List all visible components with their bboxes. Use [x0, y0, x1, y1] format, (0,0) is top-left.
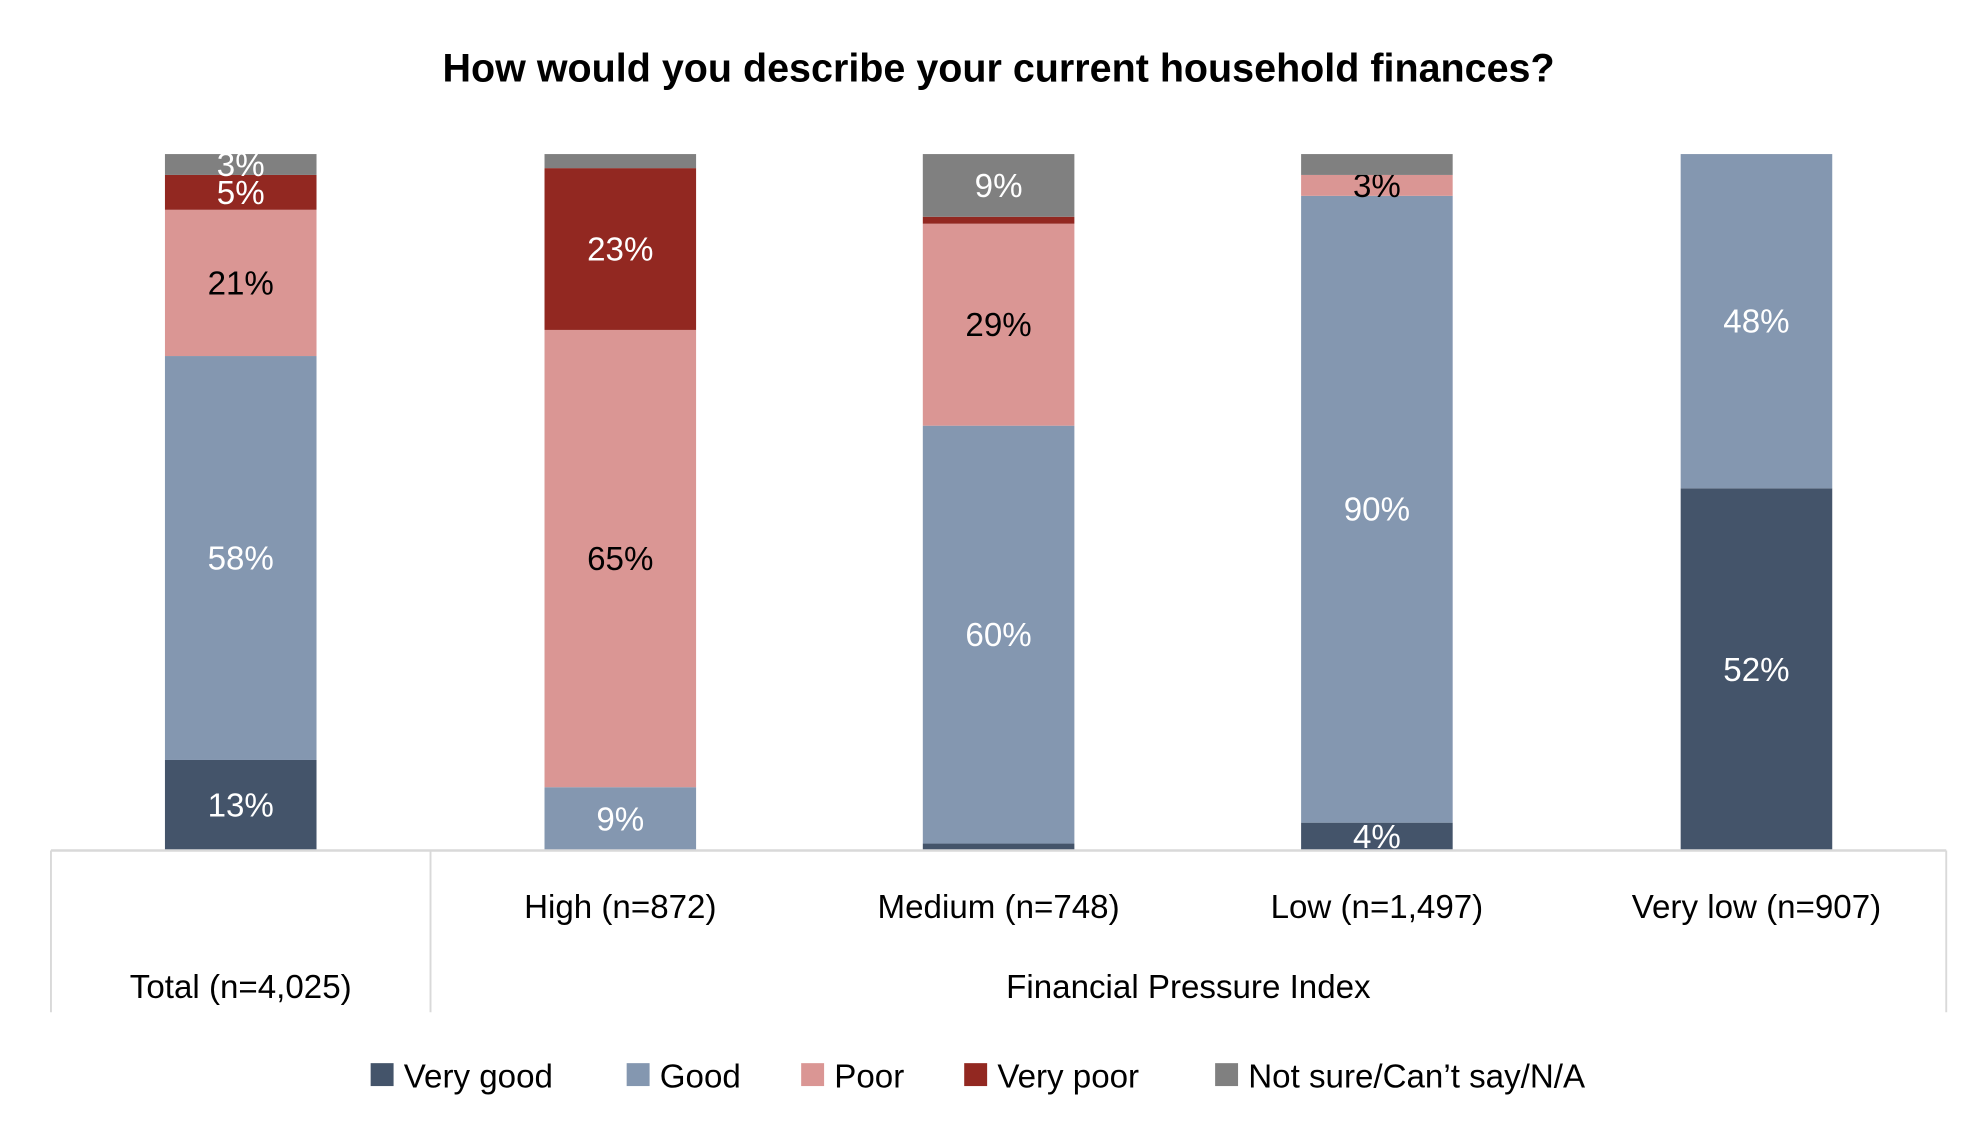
- data-label: 29%: [965, 307, 1031, 344]
- bar-segment-poor-1: [544, 329, 697, 788]
- bar-segment-very-good-0: [164, 759, 317, 851]
- data-label: 65%: [587, 541, 653, 578]
- bar-segment-good-1: [544, 787, 697, 851]
- data-label: 3%: [217, 147, 265, 184]
- legend-swatch: [626, 1063, 650, 1087]
- bar-segment-very-poor-0: [164, 174, 317, 210]
- bar-segment-very-good-3: [1301, 822, 1453, 851]
- data-label: 58%: [208, 540, 274, 577]
- bar-segment-very-good-4: [1680, 488, 1833, 851]
- data-label: 5%: [217, 175, 265, 212]
- bar-segment-good-2: [922, 425, 1075, 844]
- data-label: 48%: [1723, 304, 1789, 341]
- bar-segment-very-poor-2: [922, 216, 1075, 224]
- legend: Very good Good Poor Very poor Not sure/Can’t…: [370, 1058, 1586, 1095]
- category-axis: Total (n=4,025) High (n=872) Medium (n=7…: [49, 849, 1948, 1013]
- legend-label: Very good: [404, 1058, 553, 1095]
- bar-segment-very-good-2: [922, 843, 1075, 851]
- data-label: 23%: [587, 231, 653, 268]
- tick-label-total: Total (n=4,025): [130, 969, 352, 1006]
- legend-swatch: [964, 1063, 988, 1087]
- legend-label: Good: [660, 1058, 741, 1095]
- legend-swatch: [801, 1063, 825, 1087]
- bar-segment-poor-0: [164, 209, 317, 357]
- bar-segment-poor-2: [922, 223, 1075, 426]
- chart-title: How would you describe your current hous…: [443, 46, 1555, 90]
- data-label: 90%: [1344, 492, 1410, 529]
- legend-label: Poor: [834, 1058, 904, 1095]
- legend-label: Not sure/Can’t say/N/A: [1248, 1058, 1586, 1095]
- bar-segment-good-4: [1680, 154, 1833, 489]
- data-label: 60%: [965, 617, 1031, 654]
- tick-label-low: Low (n=1,497): [1271, 889, 1484, 926]
- bar-segment-not-sure-can-t-say-n-a-0: [164, 154, 317, 175]
- legend-label: Very poor: [997, 1058, 1139, 1095]
- data-label: 13%: [208, 788, 274, 825]
- data-label: 21%: [208, 265, 274, 302]
- legend-swatch: [1215, 1063, 1239, 1087]
- bar-segment-not-sure-can-t-say-n-a-1: [544, 154, 697, 169]
- legend-swatch: [370, 1063, 394, 1087]
- tick-label-medium: Medium (n=748): [878, 889, 1120, 926]
- data-label: 9%: [596, 801, 644, 838]
- bars-layer: 13%58%21%5%3%9%65%23%60%29%9%4%90%3%52%4…: [164, 147, 1833, 856]
- bar-segment-good-0: [164, 356, 317, 760]
- bar-segment-poor-3: [1301, 174, 1453, 196]
- data-label: 9%: [975, 168, 1023, 205]
- bar-segment-not-sure-can-t-say-n-a-2: [922, 154, 1075, 217]
- group-label: Financial Pressure Index: [1006, 969, 1371, 1006]
- bar-segment-very-poor-1: [544, 168, 697, 330]
- bar-segment-not-sure-can-t-say-n-a-3: [1301, 154, 1453, 175]
- tick-label-very-low: Very low (n=907): [1632, 889, 1881, 926]
- data-label: 52%: [1723, 652, 1789, 689]
- tick-label-high: High (n=872): [524, 889, 716, 926]
- bar-segment-good-3: [1301, 195, 1453, 823]
